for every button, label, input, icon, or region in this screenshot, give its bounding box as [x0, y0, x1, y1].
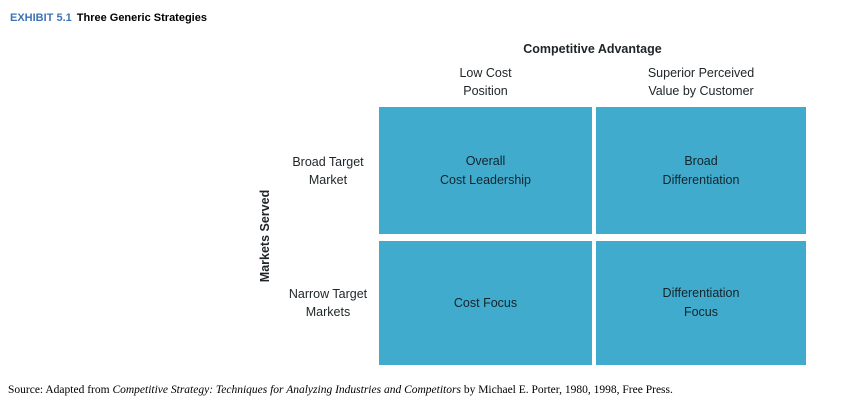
- exhibit-label: EXHIBIT 5.1: [10, 12, 72, 24]
- cell-cost-focus: Cost Focus: [379, 241, 592, 365]
- column-header-superior-perceived-value: Superior Perceived Value by Customer: [647, 66, 755, 98]
- exhibit-heading: EXHIBIT 5.1 Three Generic Strategies: [10, 12, 207, 24]
- column-header-low-cost-position: Low Cost Position: [459, 66, 512, 98]
- cell-differentiation-focus: Differentiation Focus: [596, 241, 806, 365]
- cell-broad-differentiation: Broad Differentiation: [596, 107, 806, 234]
- column-axis-title: Competitive Advantage: [523, 42, 662, 56]
- row-header-narrow-target-markets: Narrow Target Markets: [288, 287, 368, 319]
- exhibit-title: Three Generic Strategies: [76, 12, 207, 24]
- row-axis-title: Markets Served: [250, 107, 280, 365]
- source-suffix: by Michael E. Porter, 1980, 1998, Free P…: [460, 384, 673, 396]
- source-prefix: Source: Adapted from: [8, 384, 113, 396]
- row-axis-title-label: Markets Served: [258, 189, 273, 283]
- row-header-broad-target-market: Broad Target Market: [292, 154, 364, 187]
- source-work-title: Competitive Strategy: Techniques for Ana…: [112, 384, 461, 396]
- source-note: Source: Adapted from Competitive Strateg…: [8, 384, 673, 396]
- cell-overall-cost-leadership: Overall Cost Leadership: [379, 107, 592, 234]
